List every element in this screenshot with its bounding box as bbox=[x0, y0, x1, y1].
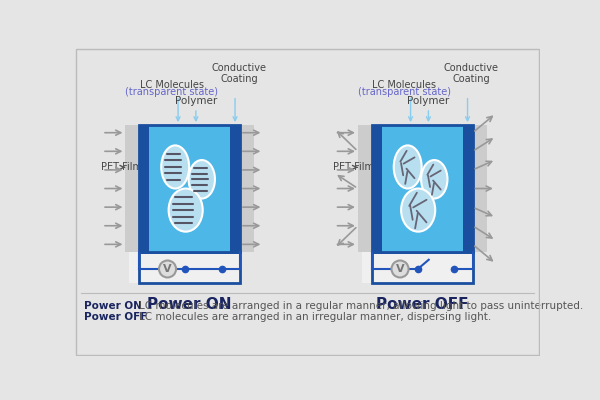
Bar bbox=[362, 252, 463, 283]
Text: Polymer: Polymer bbox=[407, 96, 449, 106]
Bar bbox=[139, 125, 240, 252]
Circle shape bbox=[159, 260, 176, 278]
Text: PET Film: PET Film bbox=[101, 162, 142, 172]
Text: (transparent state): (transparent state) bbox=[358, 86, 451, 96]
Bar bbox=[463, 125, 473, 252]
Bar bbox=[372, 125, 382, 252]
Bar bbox=[139, 125, 240, 252]
Bar bbox=[358, 125, 372, 252]
Ellipse shape bbox=[401, 188, 435, 232]
Ellipse shape bbox=[394, 146, 422, 188]
Text: Conductive
Coating: Conductive Coating bbox=[211, 62, 266, 84]
Text: Polymer: Polymer bbox=[175, 96, 217, 106]
Text: LC molecules are arranged in a regular manner, allowing light to pass uninterrup: LC molecules are arranged in a regular m… bbox=[139, 300, 583, 310]
Bar bbox=[230, 125, 240, 252]
Ellipse shape bbox=[161, 146, 189, 188]
Ellipse shape bbox=[421, 160, 448, 198]
Text: Conductive
Coating: Conductive Coating bbox=[444, 62, 499, 84]
Text: Power ON: Power ON bbox=[84, 300, 142, 310]
Text: Power OFF: Power OFF bbox=[84, 312, 148, 322]
Text: V: V bbox=[163, 264, 172, 274]
Ellipse shape bbox=[188, 160, 215, 198]
Text: LC molecules are arranged in an irregular manner, dispersing light.: LC molecules are arranged in an irregula… bbox=[139, 312, 491, 322]
Bar bbox=[372, 125, 473, 252]
Bar bbox=[129, 252, 230, 283]
Bar bbox=[139, 125, 149, 252]
Bar bbox=[372, 125, 473, 252]
Ellipse shape bbox=[169, 188, 203, 232]
Bar bbox=[125, 125, 139, 252]
Text: V: V bbox=[396, 264, 404, 274]
Text: LC Molecules: LC Molecules bbox=[140, 80, 204, 90]
Text: Power ON: Power ON bbox=[148, 297, 232, 312]
Text: Power OFF: Power OFF bbox=[376, 297, 469, 312]
Bar bbox=[240, 125, 254, 252]
Bar bbox=[372, 252, 473, 283]
Text: LC Molecules: LC Molecules bbox=[373, 80, 436, 90]
Text: (transparent state): (transparent state) bbox=[125, 86, 218, 96]
Bar bbox=[139, 252, 240, 283]
Circle shape bbox=[392, 260, 409, 278]
Bar bbox=[473, 125, 487, 252]
Text: PET Film: PET Film bbox=[333, 162, 374, 172]
